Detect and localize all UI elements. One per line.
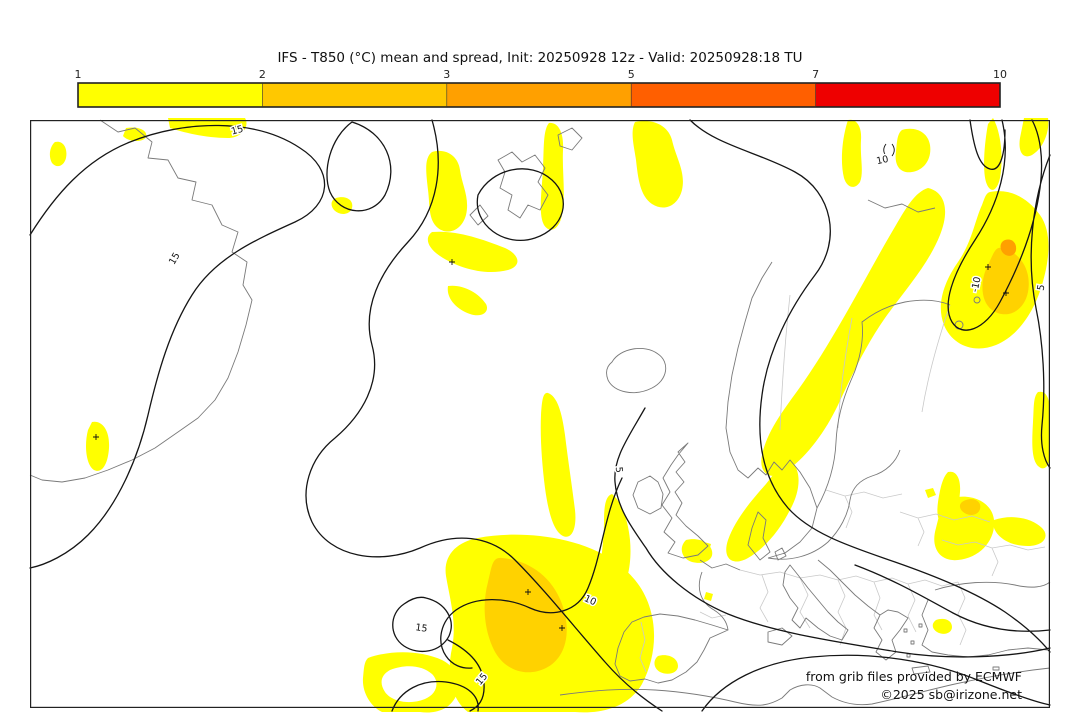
colorbar-segment-1-2 <box>78 83 263 107</box>
contour-label: 15 <box>167 251 183 267</box>
colorbar-segment-7-10 <box>815 83 1000 107</box>
colorbar-frame <box>77 82 1001 108</box>
colorbar-tick: 1 <box>75 68 82 81</box>
colorbar-dividers <box>262 83 816 107</box>
spread-region-2-3 <box>484 247 1029 673</box>
contour-label: -10 <box>970 276 984 293</box>
spread-region-3-5 <box>1000 239 1017 256</box>
chart-title: IFS - T850 (°C) mean and spread, Init: 2… <box>277 50 803 66</box>
contour-label: 10 <box>875 154 889 167</box>
coastlines <box>29 119 1051 706</box>
contour-label: 5 <box>1036 284 1048 292</box>
attribution-copyright: ©2025 sb@irizone.net <box>880 687 1022 702</box>
colorbar-segment-3-5 <box>446 83 632 107</box>
contour-label: 15 <box>230 124 245 138</box>
colorbar-ticks: 1 2 3 5 7 10 <box>75 68 1008 81</box>
colorbar-tick: 7 <box>812 68 819 81</box>
colorbar-tick: 2 <box>259 68 266 81</box>
spread-colorbar: 1 2 3 5 7 10 <box>75 68 1008 108</box>
contour-label: 15 <box>415 622 429 635</box>
colorbar-segment-5-7 <box>631 83 816 107</box>
attribution: from grib files provided by ECMWF ©2025 … <box>806 669 1022 702</box>
colorbar-tick: 5 <box>628 68 635 81</box>
colorbar-tick: 3 <box>443 68 450 81</box>
spread-region-1-2 <box>49 118 1050 713</box>
spread-region-1-2-ring <box>362 652 459 713</box>
country-borders <box>639 294 1046 673</box>
grid-point-markers <box>93 143 1009 631</box>
colorbar-segment-2-3 <box>262 83 447 107</box>
map-frame <box>30 119 1050 708</box>
colorbar-segments <box>77 82 1001 108</box>
temperature-contours <box>29 119 1051 712</box>
colorbar-tick: 10 <box>993 68 1007 81</box>
attribution-source: from grib files provided by ECMWF <box>806 669 1022 684</box>
contour-label: 5 <box>613 466 624 473</box>
